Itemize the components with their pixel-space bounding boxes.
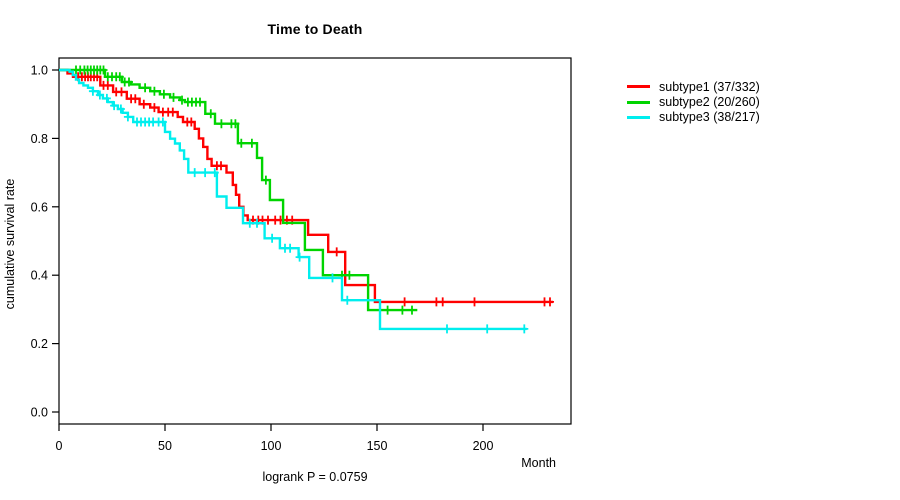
legend-line-icon	[627, 115, 650, 119]
legend-label: subtype2 (20/260)	[659, 95, 760, 110]
x-axis-label: Month	[521, 456, 556, 470]
chart-title: Time to Death	[267, 21, 363, 37]
survival-curve-subtype3	[59, 68, 527, 331]
y-axis-label: cumulative survival rate	[3, 178, 17, 310]
y-tick-label: 0.8	[31, 132, 48, 146]
censor-marks-subtype1	[74, 72, 554, 307]
legend-item-subtype1: subtype1 (37/332)	[627, 79, 760, 94]
survival-curve-subtype1	[59, 68, 553, 304]
legend-item-subtype2: subtype2 (20/260)	[627, 94, 760, 109]
censor-marks-subtype2	[72, 65, 416, 315]
y-tick-label: 0.2	[31, 337, 48, 351]
censor-marks-subtype3	[88, 86, 529, 334]
y-tick-label: 0.6	[31, 200, 48, 214]
x-tick-label: 0	[56, 439, 63, 453]
y-tick-label: 1.0	[31, 64, 48, 78]
legend-line-icon	[627, 100, 650, 104]
x-tick-label: 150	[367, 439, 388, 453]
legend-label: subtype3 (38/217)	[659, 110, 760, 125]
x-tick-label: 200	[473, 439, 494, 453]
legend: subtype1 (37/332) subtype2 (20/260) subtyp…	[627, 79, 760, 125]
y-tick-label: 0.0	[31, 406, 48, 420]
plot-frame	[58, 57, 572, 425]
x-tick-label: 100	[261, 439, 282, 453]
logrank-annotation: logrank P = 0.0759	[262, 470, 368, 484]
survival-curve-subtype2	[59, 68, 418, 312]
legend-line-icon	[627, 85, 650, 89]
legend-item-subtype3: subtype3 (38/217)	[627, 110, 760, 125]
y-tick-label: 0.4	[31, 269, 48, 283]
legend-label: subtype1 (37/332)	[659, 79, 760, 94]
x-tick-label: 50	[158, 439, 172, 453]
